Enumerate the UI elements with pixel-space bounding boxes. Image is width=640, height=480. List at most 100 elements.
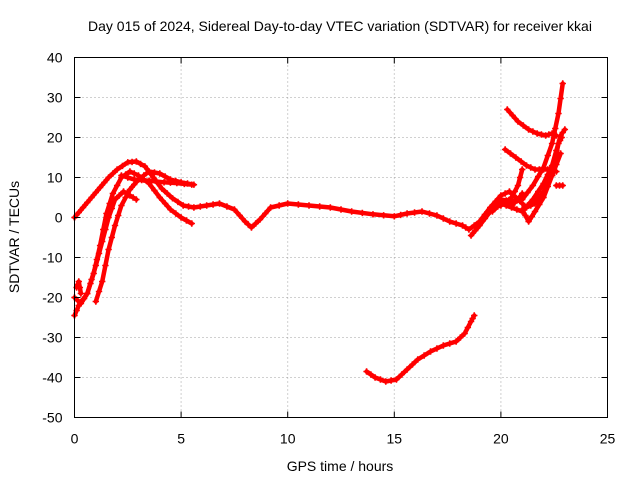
data-point <box>559 80 566 87</box>
data-point <box>223 203 231 210</box>
data-point <box>508 202 515 209</box>
data-point <box>111 222 119 229</box>
data-point <box>245 221 252 228</box>
plot-frame <box>74 57 608 418</box>
data-point <box>467 232 475 239</box>
data-point <box>130 170 138 177</box>
series-track-14 <box>489 190 526 215</box>
y-tick-label: 30 <box>47 90 63 106</box>
data-point <box>80 295 88 302</box>
data-point <box>411 209 418 216</box>
data-point <box>164 190 171 197</box>
data-point <box>535 188 542 195</box>
data-point <box>141 163 149 170</box>
data-point <box>167 206 174 213</box>
data-point <box>514 182 522 189</box>
data-point <box>418 208 426 215</box>
data-point <box>156 194 163 201</box>
data-point <box>544 152 552 159</box>
data-point <box>371 374 379 381</box>
data-point <box>472 227 479 234</box>
data-point <box>92 262 100 269</box>
data-point <box>77 300 85 307</box>
data-point <box>446 340 453 347</box>
data-point <box>88 276 95 283</box>
series-track-5 <box>118 172 195 188</box>
chart-title: Day 015 of 2024, Sidereal Day-to-day VTE… <box>88 18 592 34</box>
data-point <box>160 179 168 186</box>
data-point <box>414 356 421 363</box>
data-point <box>173 179 181 187</box>
series-line <box>93 169 197 304</box>
series-track-1 <box>71 150 564 233</box>
y-tick-label: -50 <box>42 410 62 426</box>
data-point <box>241 218 249 225</box>
data-point <box>129 194 137 201</box>
data-point <box>529 196 537 203</box>
data-point <box>536 201 543 208</box>
series-track-15 <box>553 182 566 189</box>
data-point <box>542 132 549 139</box>
data-point <box>520 122 527 129</box>
data-point <box>295 201 302 208</box>
data-point <box>403 366 411 373</box>
data-point <box>256 216 264 223</box>
data-point <box>84 290 91 297</box>
data-point <box>529 128 537 135</box>
data-point <box>540 180 547 187</box>
data-point <box>523 162 530 169</box>
data-point <box>145 168 153 175</box>
data-point <box>126 168 134 175</box>
data-point <box>151 169 158 176</box>
data-point <box>519 206 526 213</box>
data-point <box>398 371 405 378</box>
data-point <box>348 208 355 215</box>
y-tick-label: -10 <box>42 250 62 266</box>
data-point <box>519 166 526 173</box>
data-point <box>527 164 534 171</box>
data-point <box>548 172 556 179</box>
y-tick-label: -20 <box>42 290 62 306</box>
data-point <box>108 234 116 241</box>
data-point <box>377 376 384 383</box>
data-point <box>391 213 398 220</box>
data-point <box>153 178 160 185</box>
x-tick-label: 5 <box>177 431 185 447</box>
y-tick-label: 0 <box>55 210 63 226</box>
series-line <box>481 81 565 220</box>
data-point <box>122 194 129 201</box>
data-point <box>252 220 259 227</box>
data-point <box>108 205 116 212</box>
data-point <box>387 377 395 384</box>
data-point <box>102 226 109 233</box>
data-point <box>79 204 87 211</box>
data-point <box>433 212 441 219</box>
data-point <box>275 202 283 209</box>
data-point <box>559 129 566 136</box>
data-point <box>216 200 223 207</box>
data-point <box>76 284 84 291</box>
data-point <box>514 118 522 125</box>
data-point <box>105 174 112 181</box>
data-point <box>512 154 520 161</box>
data-point <box>494 203 501 210</box>
data-point <box>511 188 518 195</box>
data-point <box>457 334 464 341</box>
data-point <box>183 217 190 224</box>
data-point <box>316 203 323 210</box>
data-point <box>99 238 106 245</box>
data-point <box>181 180 188 188</box>
data-point <box>231 206 238 213</box>
data-point <box>509 112 516 119</box>
data-point <box>525 126 532 133</box>
data-point <box>109 190 117 197</box>
data-point <box>99 278 106 285</box>
data-point <box>126 186 134 193</box>
data-point <box>77 290 85 297</box>
data-point <box>101 179 108 186</box>
data-point <box>236 212 243 219</box>
data-point <box>452 338 460 345</box>
data-point <box>529 182 537 189</box>
data-point <box>511 199 518 206</box>
